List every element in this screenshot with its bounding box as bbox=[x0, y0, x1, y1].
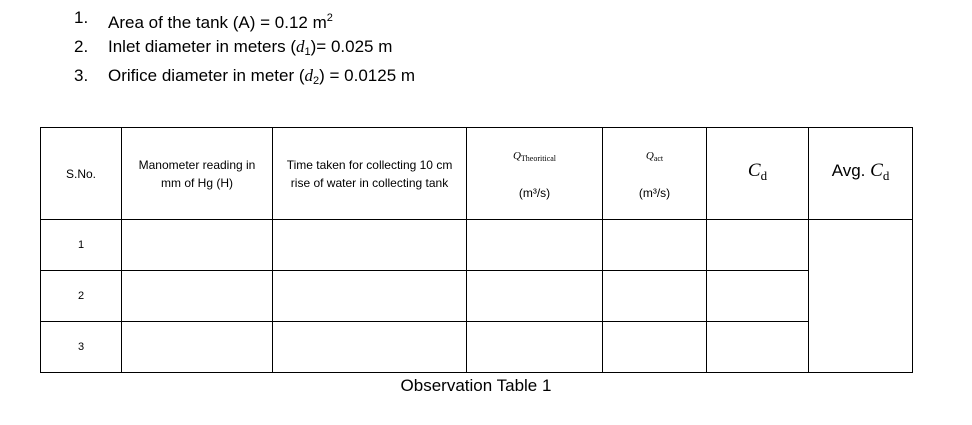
header-cd: Cd bbox=[706, 127, 809, 220]
parameter-item: 1. Area of the tank (A) = 0.12 m2 bbox=[74, 6, 415, 35]
q-theoretical-cell bbox=[466, 270, 603, 322]
item-number: 2. bbox=[74, 37, 89, 56]
cd-cell bbox=[706, 270, 809, 322]
header-manometer: Manometer reading in mm of Hg (H) bbox=[121, 127, 273, 220]
time-cell bbox=[272, 270, 467, 322]
item-text: Area of the tank (A) = 0.12 m2 bbox=[108, 12, 333, 32]
cd-cell bbox=[706, 321, 809, 373]
time-cell bbox=[272, 321, 467, 373]
header-time: Time taken for collecting 10 cm rise of … bbox=[272, 127, 467, 220]
avg-cd-cell bbox=[808, 219, 913, 373]
time-cell bbox=[272, 219, 467, 271]
item-number: 3. bbox=[74, 66, 89, 85]
parameter-list: 1. Area of the tank (A) = 0.12 m2 2. Inl… bbox=[74, 6, 415, 93]
table-caption: Observation Table 1 bbox=[400, 376, 552, 395]
table-row: 3 bbox=[40, 321, 913, 373]
parameter-item: 3. Orifice diameter in meter (d2) = 0.01… bbox=[74, 64, 415, 93]
item-number: 1. bbox=[74, 8, 89, 27]
q-theoretical-cell bbox=[466, 321, 603, 373]
header-sno: S.No. bbox=[40, 127, 122, 220]
q-act-cell bbox=[602, 219, 707, 271]
sno-cell: 1 bbox=[40, 219, 122, 271]
q-act-cell bbox=[602, 321, 707, 373]
header-row: S.No. Manometer reading in mm of Hg (H) … bbox=[40, 127, 913, 220]
table-row: 1 bbox=[40, 219, 913, 373]
manometer-cell bbox=[121, 321, 273, 373]
q-act-cell bbox=[602, 270, 707, 322]
header-q-act: Qact (m³/s) bbox=[602, 127, 707, 220]
observation-table: S.No. Manometer reading in mm of Hg (H) … bbox=[40, 127, 913, 373]
cd-cell bbox=[706, 219, 809, 271]
manometer-cell bbox=[121, 219, 273, 271]
manometer-cell bbox=[121, 270, 273, 322]
sno-cell: 3 bbox=[40, 321, 122, 373]
header-avg-cd: Avg. Cd bbox=[808, 127, 913, 220]
q-theoretical-cell bbox=[466, 219, 603, 271]
sno-cell: 2 bbox=[40, 270, 122, 322]
table-row: 2 bbox=[40, 270, 913, 322]
item-text: Orifice diameter in meter (d2) = 0.0125 … bbox=[108, 66, 416, 87]
header-q-theoretical: QTheoritical (m³/s) bbox=[466, 127, 603, 220]
parameter-item: 2. Inlet diameter in meters (d1)= 0.025 … bbox=[74, 35, 415, 64]
item-text: Inlet diameter in meters (d1)= 0.025 m bbox=[108, 37, 393, 58]
